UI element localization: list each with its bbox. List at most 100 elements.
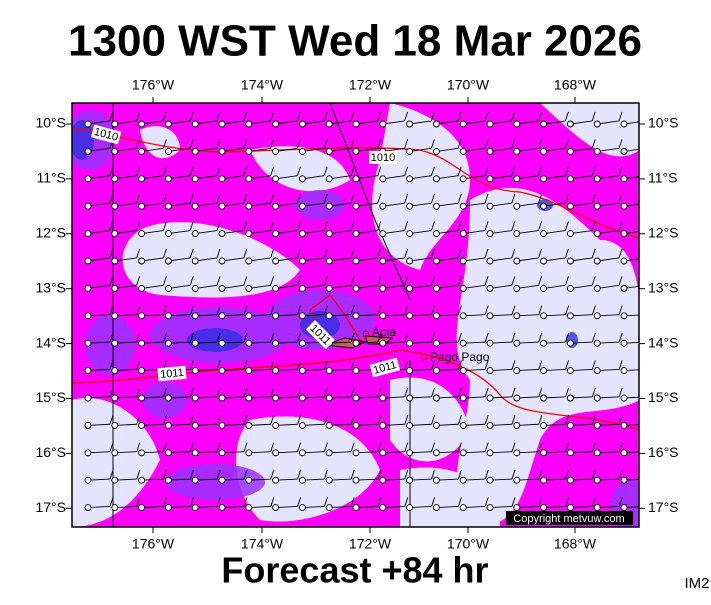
barb-flag [296,166,301,176]
barb-station [513,147,521,155]
barb-flag [457,166,462,176]
barb-flag [565,469,569,480]
barb-flag [565,497,569,507]
barb-station [272,421,280,429]
barb-flag [297,305,301,315]
barb-shaft [302,257,325,262]
barb-shaft [382,423,405,426]
barb-shaft [355,451,378,454]
lat-label: 12°S [35,225,66,241]
barb-station [432,120,440,128]
map-frame [71,102,640,528]
barb-station [298,421,306,429]
barb-station [272,284,280,292]
barb-station [540,175,548,183]
barb-shaft [436,230,459,235]
barb-shaft [114,230,137,235]
barb-flag [646,194,649,203]
barb-flag [323,442,328,452]
barb-flag [297,387,301,397]
barb-shaft [623,396,639,399]
barb-station [111,175,119,183]
barb-flag [565,332,569,343]
barb-shaft [168,284,191,289]
barb-flag [430,276,435,286]
barb-station [84,339,92,347]
barb-flag [484,387,489,397]
barb-station [191,394,199,402]
barb-shaft [221,341,244,344]
barb-station [379,202,387,210]
barb-shaft [436,341,459,344]
barb-flag [457,111,462,122]
barb-flag [591,332,596,343]
barb-shaft [221,120,244,125]
barb-flag [296,111,301,122]
barb-shaft [355,257,378,262]
barb-shaft [275,478,298,481]
barb-shaft [597,230,620,235]
contour-label: 1011 [369,357,401,378]
barb-flag [297,497,301,507]
barb-flag [538,387,543,397]
barb-station [540,421,548,429]
barb-shaft [302,396,325,399]
barb-flag [323,305,328,315]
barb-flag [136,276,141,286]
barb-shaft [329,478,352,481]
barb-station [486,312,494,320]
barb-flag [431,332,435,343]
barb-shaft [195,423,218,426]
barb-station [298,202,306,210]
barb-station [272,367,280,375]
barb-flag [511,193,516,204]
barb-flag [431,387,435,397]
contour-label-box [90,124,122,145]
barb-station [459,257,467,265]
barb-shaft [409,147,432,152]
barb-flag [350,415,355,425]
barb-flag [270,221,275,231]
barb-flag [431,415,435,425]
barb-station [164,230,172,238]
barb-station [432,257,440,265]
barb-shaft [382,505,405,509]
barb-station [325,476,333,484]
barb-flag [136,497,141,507]
barb-shaft [409,230,432,235]
barb-flag [350,497,355,507]
barb-flag [484,360,489,370]
barb-shaft [516,451,539,454]
barb-flag [538,442,543,452]
barb-station [272,175,280,183]
barb-flag [511,276,516,286]
barb-station [620,230,628,238]
barb-shaft [248,314,271,317]
barb-flag [189,166,194,176]
barb-shaft [382,202,405,207]
barb-shaft [275,147,298,152]
barb-station [138,202,146,210]
barb-station [191,284,199,292]
barb-station [486,367,494,375]
barb-shaft [570,230,593,235]
barb-station [620,339,628,347]
barb-shaft [623,121,639,125]
barb-flag [618,332,623,343]
barb-station [298,312,306,320]
barb-station [164,421,172,429]
barb-shaft [275,230,298,235]
barb-station [432,175,440,183]
barb-station [84,449,92,457]
barb-flag [457,221,462,231]
barb-flag [323,166,328,176]
barb-shaft [329,284,352,289]
barb-shaft [436,478,459,481]
barb-station [111,449,119,457]
barb-flag [163,497,167,507]
barb-shaft [248,230,271,235]
barb-shaft [489,478,512,481]
barb-flag [618,415,623,425]
barb-station [191,367,199,375]
barb-shaft [168,396,191,399]
